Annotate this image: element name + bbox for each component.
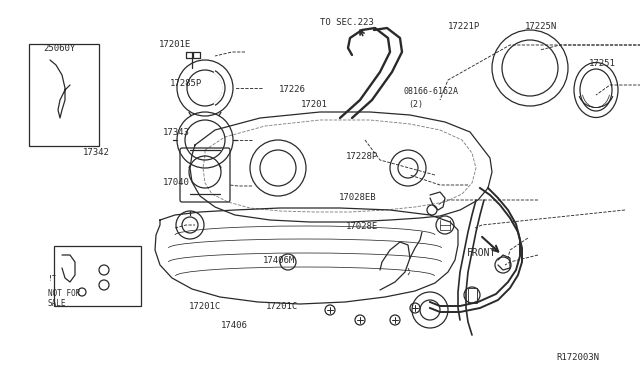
Text: TO SEC.223: TO SEC.223: [320, 18, 374, 27]
Text: 25060Y: 25060Y: [44, 44, 76, 53]
Text: 17406: 17406: [221, 321, 248, 330]
Text: 17228P: 17228P: [346, 152, 378, 161]
Text: 17028E: 17028E: [346, 222, 378, 231]
Text: 17285P: 17285P: [170, 79, 202, 88]
Text: 17343: 17343: [163, 128, 190, 137]
Text: FRONT: FRONT: [467, 248, 497, 258]
Text: 17040: 17040: [163, 178, 190, 187]
Text: 17342: 17342: [83, 148, 110, 157]
Text: 17406M: 17406M: [262, 256, 294, 265]
Text: 17028EB: 17028EB: [339, 193, 377, 202]
Text: 17221P: 17221P: [448, 22, 480, 31]
Text: SALE: SALE: [48, 299, 67, 308]
Text: 17201: 17201: [301, 100, 328, 109]
Text: 17225N: 17225N: [525, 22, 557, 31]
Text: (2): (2): [408, 100, 423, 109]
Text: 17226: 17226: [278, 85, 305, 94]
Text: 17201E: 17201E: [159, 40, 191, 49]
Text: NOT FOR: NOT FOR: [48, 289, 81, 298]
Text: 17201C: 17201C: [266, 302, 298, 311]
Text: 17201C: 17201C: [189, 302, 221, 311]
Text: 08166-6162A: 08166-6162A: [403, 87, 458, 96]
Text: R172003N: R172003N: [557, 353, 600, 362]
Text: 17251: 17251: [589, 59, 616, 68]
